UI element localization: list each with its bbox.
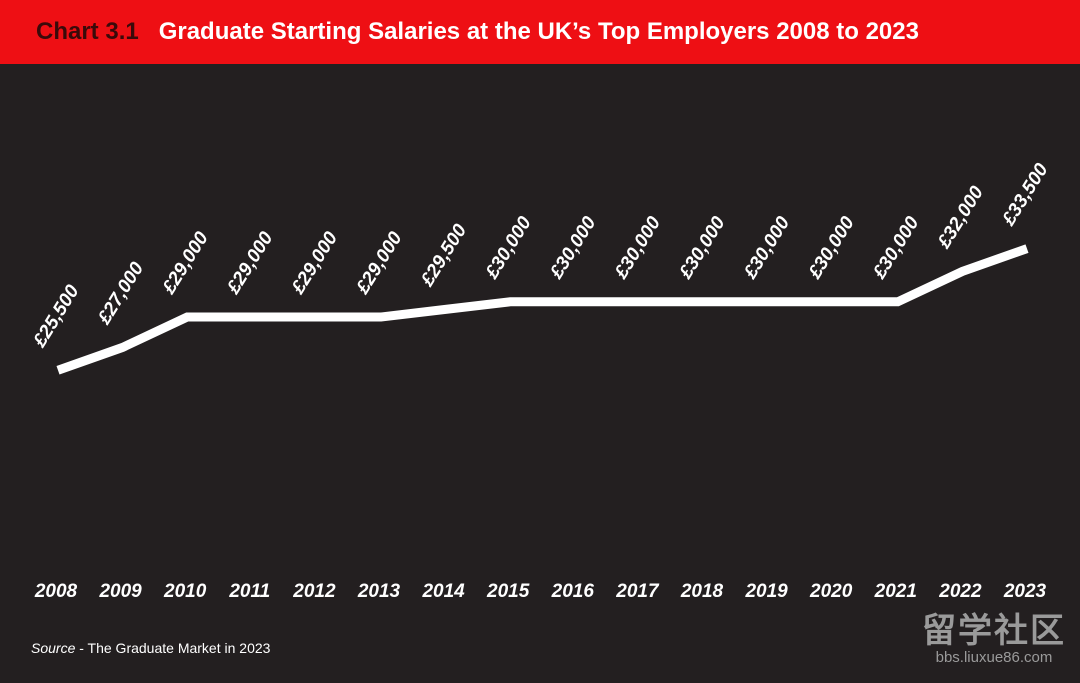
series-group xyxy=(56,244,1029,375)
data-label-2011: £29,000 xyxy=(223,228,278,299)
x-axis-ticks-group: 2008 2009 2010 2011 2012 2013 2014 2015 2016 2017… xyxy=(34,581,1047,602)
data-label-2023: £33,500 xyxy=(998,160,1053,231)
data-label-2019: £30,000 xyxy=(740,213,795,284)
data-label-2021: £30,000 xyxy=(869,213,924,284)
watermark: 留学社区 bbs.liuxue86.com xyxy=(922,612,1066,666)
x-tick-label-2011: 2011 xyxy=(228,581,270,602)
x-tick-label-2014: 2014 xyxy=(421,581,465,602)
x-tick-label-2008: 2008 xyxy=(34,581,78,602)
x-tick-label-2023: 2023 xyxy=(1003,581,1047,602)
data-label-2009: £27,000 xyxy=(94,258,149,329)
x-tick-label-2012: 2012 xyxy=(292,581,336,602)
data-label-2018: £30,000 xyxy=(675,213,730,284)
x-tick-label-2018: 2018 xyxy=(680,581,724,602)
watermark-url: bbs.liuxue86.com xyxy=(935,649,1053,666)
x-tick-label-2019: 2019 xyxy=(744,581,788,602)
data-label-2017: £30,000 xyxy=(610,213,665,284)
chart-title: Graduate Starting Salaries at the UK’s T… xyxy=(158,18,919,45)
chart-header: Chart 3.1 Graduate Starting Salaries at … xyxy=(0,0,1080,64)
data-label-2022: £32,000 xyxy=(933,182,988,253)
x-tick-label-2010: 2010 xyxy=(163,581,207,602)
x-tick-label-2017: 2017 xyxy=(615,581,660,602)
x-tick-label-2021: 2021 xyxy=(874,581,917,602)
data-label-2016: £30,000 xyxy=(546,213,601,284)
x-tick-label-2009: 2009 xyxy=(98,581,142,602)
series-line xyxy=(56,244,1029,375)
data-label-2010: £29,000 xyxy=(158,228,213,299)
data-label-2013: £29,000 xyxy=(352,228,407,299)
x-tick-label-2013: 2013 xyxy=(357,581,401,602)
data-label-2015: £30,000 xyxy=(481,213,536,284)
source-label: Source xyxy=(31,640,76,656)
source-note: Source - The Graduate Market in 2023 xyxy=(31,640,270,656)
source-text: - The Graduate Market in 2023 xyxy=(75,640,271,656)
data-label-2014: £29,500 xyxy=(417,220,472,291)
data-label-2012: £29,000 xyxy=(287,228,342,299)
x-tick-label-2022: 2022 xyxy=(938,581,982,602)
x-tick-label-2015: 2015 xyxy=(486,581,530,602)
watermark-text: 留学社区 xyxy=(922,611,1066,651)
data-label-2008: £25,500 xyxy=(29,281,84,352)
x-tick-label-2016: 2016 xyxy=(551,581,595,602)
data-label-2020: £30,000 xyxy=(804,213,859,284)
x-tick-label-2020: 2020 xyxy=(809,581,853,602)
chart-panel xyxy=(0,64,1080,683)
chart-number: Chart 3.1 xyxy=(36,18,139,45)
